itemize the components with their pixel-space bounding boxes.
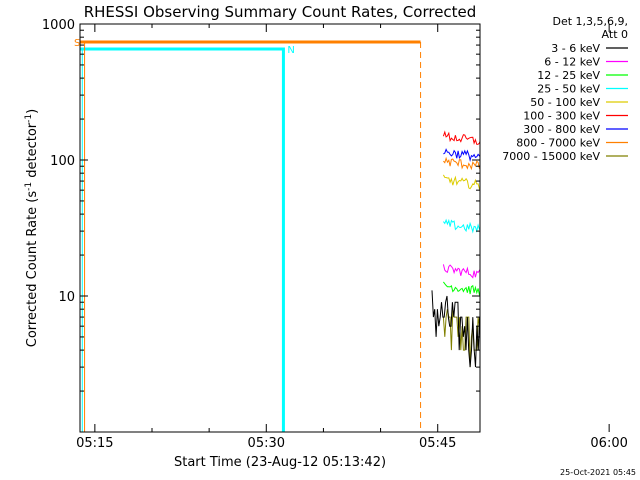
chart-title: RHESSI Observing Summary Count Rates, Co… [84,3,477,21]
legend-entry-label: 25 - 50 keV [537,83,600,96]
x-tick-label: 05:15 [76,436,113,451]
night-label: N [287,45,294,56]
saa-label: S [74,38,80,49]
y-axis: 10 100 1000 [42,18,480,392]
legend-entry-label: 12 - 25 keV [537,69,600,82]
y-axis-label: Corrected Count Rate (s-1 detector-1) [24,109,40,347]
plot-frame [79,23,481,433]
legend-entry-label: 300 - 800 keV [523,123,600,136]
y-tick-label: 1000 [42,18,75,33]
x-axis-label: Start Time (23-Aug-12 05:13:42) [174,455,386,470]
legend-entry-label: 6 - 12 keV [544,56,600,69]
footer-date: 25-Oct-2021 05:45 [560,468,636,477]
x-tick-label: 05:30 [248,436,285,451]
x-tick-label: 05:45 [419,436,456,451]
legend-entry-label: 3 - 6 keV [551,42,600,55]
y-tick-label: 100 [50,154,75,169]
legend-entry-label: 800 - 7000 keV [516,137,600,150]
legend-entry-label: 100 - 300 keV [523,110,600,123]
y-tick-label: 10 [58,290,75,305]
legend-header-line-2: Att 0 [602,28,628,41]
plot-area [80,40,480,432]
x-tick-label: 06:00 [590,436,627,451]
legend-entry-label: 50 - 100 keV [530,96,600,109]
legend-entry-label: 7000 - 15000 keV [502,150,600,163]
legend-header-line-1: Det 1,3,5,6,9, [552,15,628,28]
